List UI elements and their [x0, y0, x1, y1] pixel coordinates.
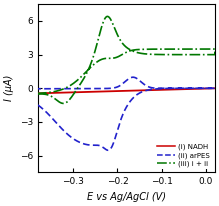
Legend: (i) NADH, (ii) arPES, (iii) i + ii: (i) NADH, (ii) arPES, (iii) i + ii	[155, 142, 211, 169]
Y-axis label: I (μA): I (μA)	[4, 75, 14, 102]
X-axis label: E vs Ag/AgCl (V): E vs Ag/AgCl (V)	[87, 192, 166, 202]
